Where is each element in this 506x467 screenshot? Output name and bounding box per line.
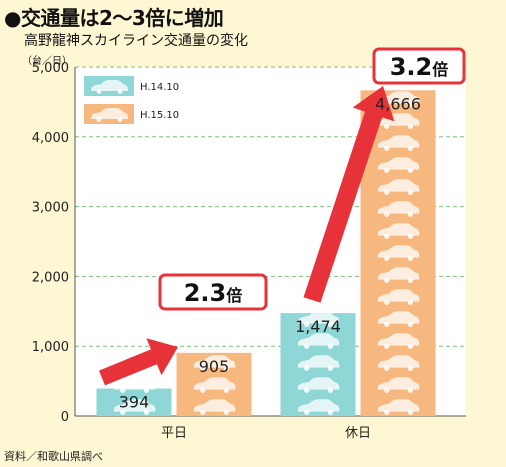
ratio-suffix: 倍 <box>432 60 448 79</box>
callout-box <box>158 273 268 311</box>
ratio-value: 3.2 <box>390 53 433 81</box>
ratio-callout-holiday: 3.2倍 <box>372 47 466 85</box>
chart-subtitle: 高野龍神スカイライン交通量の変化 <box>24 33 248 49</box>
y-tick-label: 4,000 <box>32 131 69 146</box>
callout-box <box>372 47 466 85</box>
ratio-callout-weekday: 2.3倍 <box>158 273 268 311</box>
value-label: 394 <box>119 392 150 411</box>
ratio-label: 2.3倍 <box>184 279 243 307</box>
ratio-value: 2.3 <box>184 279 227 307</box>
headline: ●交通量は2〜3倍に増加 <box>4 6 224 30</box>
y-axis-unit: （台／日） <box>22 56 72 67</box>
source-note: 資料／和歌山県調べ <box>4 450 103 463</box>
legend-label: H.14.10 <box>140 82 179 93</box>
ratio-label: 3.2倍 <box>390 53 449 81</box>
value-label: 4,666 <box>375 94 421 113</box>
legend-label: H.15.10 <box>140 110 179 121</box>
y-tick-label: 5,000 <box>32 61 69 76</box>
y-tick-label: 3,000 <box>32 201 69 216</box>
category-label: 休日 <box>345 426 371 441</box>
growth-arrow-weekday <box>99 338 178 386</box>
y-tick-label: 1,000 <box>32 340 69 355</box>
value-label: 905 <box>199 357 230 376</box>
ratio-suffix: 倍 <box>226 286 242 305</box>
legend-item: H.15.10 <box>84 104 179 124</box>
value-label: 1,474 <box>295 317 341 336</box>
growth-arrow-holiday <box>303 86 395 303</box>
y-tick-label: 0 <box>61 410 69 425</box>
category-label: 平日 <box>161 426 187 441</box>
legend-item: H.14.10 <box>84 76 179 96</box>
y-tick-label: 2,000 <box>32 270 69 285</box>
